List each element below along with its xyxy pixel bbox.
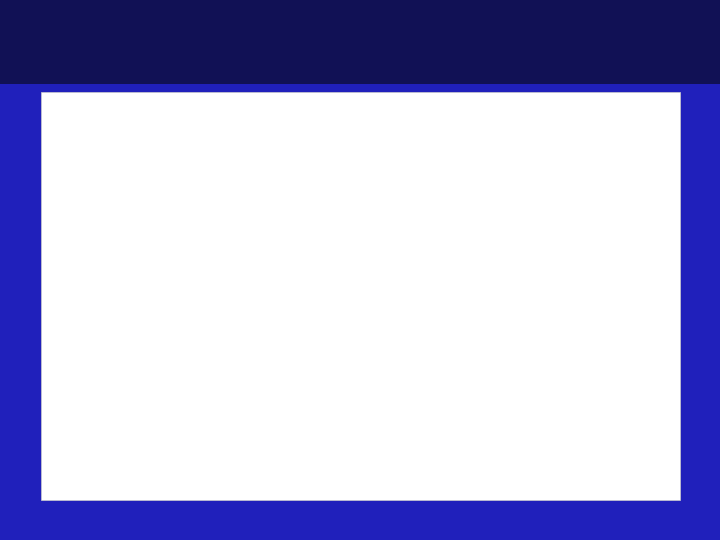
Text: Connected
component: Connected component <box>536 225 584 244</box>
Text: 9: 9 <box>631 437 636 447</box>
Text: 14: 14 <box>555 469 565 477</box>
Text: 1: 1 <box>631 360 636 369</box>
Text: 7: 7 <box>631 391 636 400</box>
Text: 1: 1 <box>631 345 636 354</box>
Text: 11: 11 <box>629 422 639 431</box>
Text: 85: 85 <box>629 484 639 493</box>
Text: 39: 39 <box>629 313 639 322</box>
Text: 06: 06 <box>555 345 565 354</box>
Text: a: a <box>50 111 55 120</box>
Text: 02: 02 <box>555 282 565 292</box>
Text: 08: 08 <box>555 375 565 384</box>
Ellipse shape <box>374 153 487 215</box>
Text: Morphological Analysis for  Bone detection: Morphological Analysis for Bone detectio… <box>50 28 702 56</box>
Text: 133: 133 <box>626 329 642 338</box>
Text: 9: 9 <box>631 453 636 462</box>
Text: 03: 03 <box>555 298 565 307</box>
Text: 9: 9 <box>631 298 636 307</box>
Text: 01: 01 <box>555 267 565 276</box>
Text: 11: 11 <box>629 267 639 276</box>
Text: FIGURE 9.18: FIGURE 9.18 <box>48 151 110 159</box>
Text: No. of pixels in
connected comp: No. of pixels in connected comp <box>598 225 669 244</box>
Ellipse shape <box>253 130 351 185</box>
Text: 09: 09 <box>555 391 565 400</box>
Text: 13: 13 <box>555 453 565 462</box>
Text: (a) X-ray image
of chicken filet
with bone
fragments.
(b) Thresholded
image. (c): (a) X-ray image of chicken filet with bo… <box>48 164 120 391</box>
Text: c  d: c d <box>50 139 66 147</box>
Text: 10: 10 <box>555 407 565 415</box>
Ellipse shape <box>200 119 487 220</box>
Text: 11: 11 <box>629 407 639 415</box>
Text: b: b <box>50 125 55 133</box>
Text: 743: 743 <box>626 375 642 384</box>
Text: 9: 9 <box>631 282 636 292</box>
Text: 11: 11 <box>555 422 565 431</box>
Text: 07: 07 <box>555 360 565 369</box>
Text: 12: 12 <box>555 437 565 447</box>
Text: 05: 05 <box>555 329 565 338</box>
Text: 15: 15 <box>555 484 565 493</box>
Text: 674: 674 <box>626 469 642 477</box>
Text: 04: 04 <box>555 313 565 322</box>
Ellipse shape <box>230 124 407 204</box>
